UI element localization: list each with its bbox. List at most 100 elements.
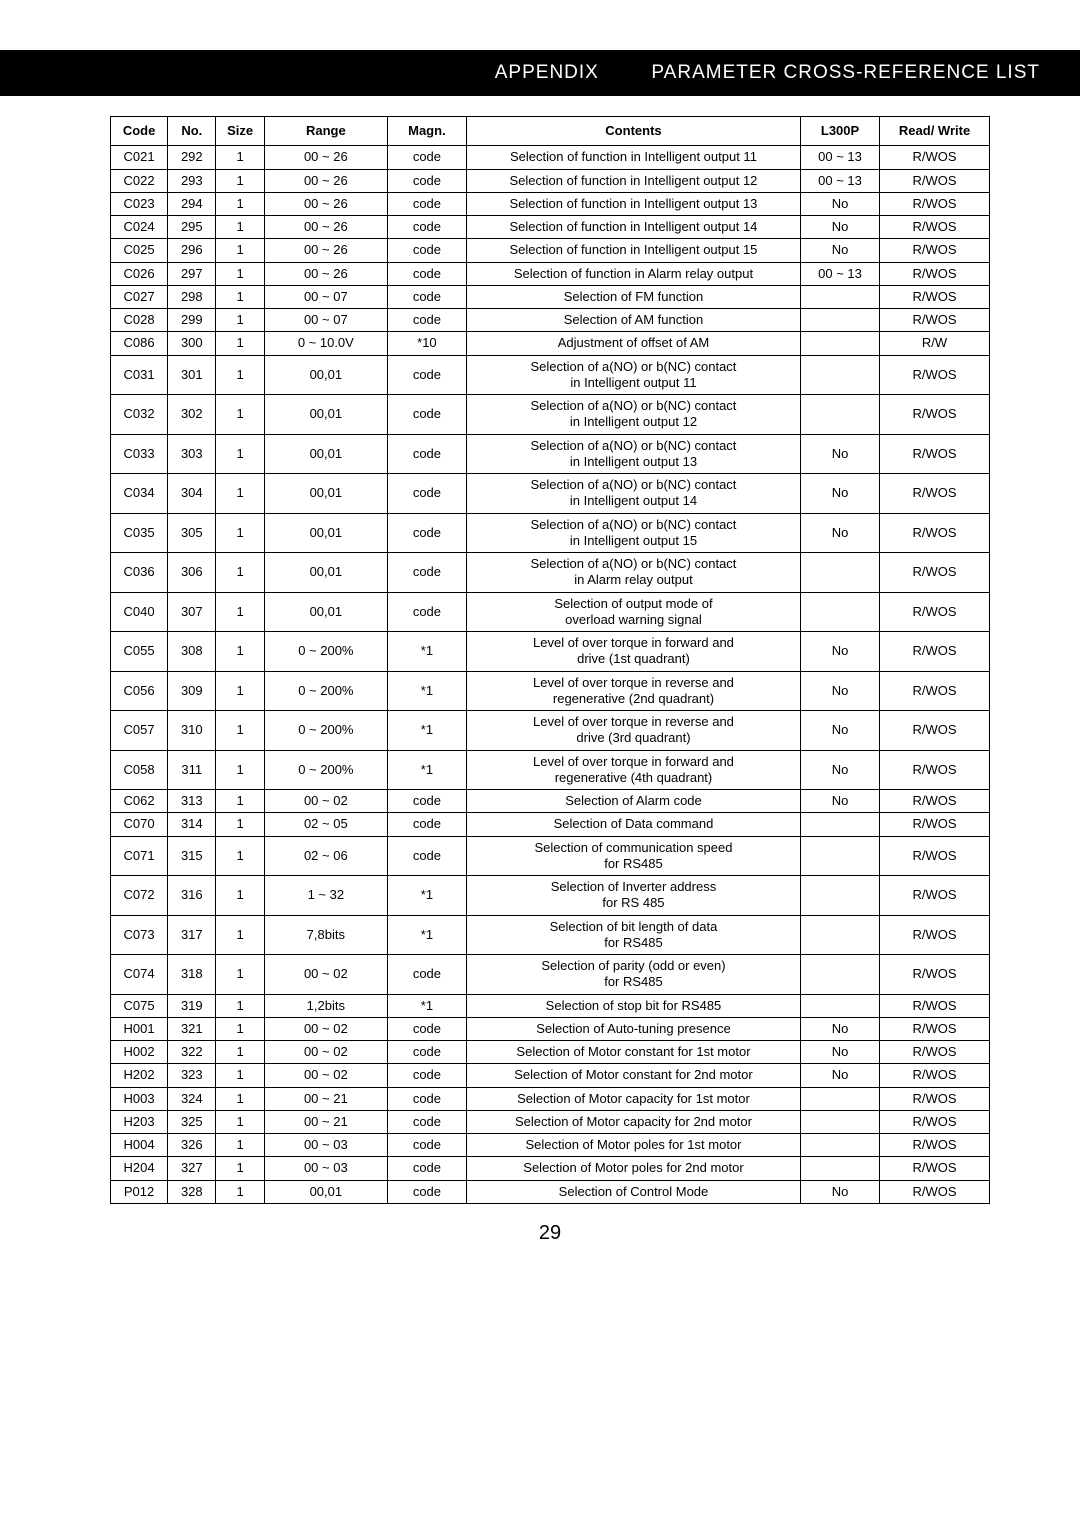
table-cell: No (800, 1064, 879, 1087)
table-cell: 300 (168, 332, 216, 355)
table-cell: 1 (216, 239, 264, 262)
col-code: Code (111, 117, 168, 146)
table-cell: No (800, 216, 879, 239)
table-cell: 295 (168, 216, 216, 239)
table-cell: 0 ~ 200% (264, 671, 387, 711)
table-cell: code (387, 1110, 466, 1133)
table-cell: 1 (216, 813, 264, 836)
table-cell: 324 (168, 1087, 216, 1110)
table-cell: R/WOS (880, 434, 990, 474)
table-cell: 0 ~ 10.0V (264, 332, 387, 355)
table-cell: Selection of Motor poles for 1st motor (466, 1134, 800, 1157)
table-cell: Selection of Motor poles for 2nd motor (466, 1157, 800, 1180)
table-row: C05731010 ~ 200%*1Level of over torque i… (111, 711, 990, 751)
table-cell (800, 553, 879, 593)
table-cell: 00 ~ 21 (264, 1087, 387, 1110)
table-row: C07331717,8bits*1Selection of bit length… (111, 915, 990, 955)
table-cell: R/WOS (880, 994, 990, 1017)
table-cell: No (800, 790, 879, 813)
table-cell: 00,01 (264, 434, 387, 474)
table-row: C071315102 ~ 06codeSelection of communic… (111, 836, 990, 876)
table-cell: R/WOS (880, 192, 990, 215)
table-cell: C023 (111, 192, 168, 215)
table-cell: R/WOS (880, 309, 990, 332)
table-cell: C035 (111, 513, 168, 553)
table-cell: 304 (168, 474, 216, 514)
table-cell: C027 (111, 285, 168, 308)
table-cell: 7,8bits (264, 915, 387, 955)
table-cell: C071 (111, 836, 168, 876)
table-cell: 318 (168, 955, 216, 995)
col-contents: Contents (466, 117, 800, 146)
table-cell: code (387, 262, 466, 285)
page-content: Code No. Size Range Magn. Contents L300P… (0, 96, 1080, 1265)
table-cell: C055 (111, 632, 168, 672)
table-cell: 1 (216, 592, 264, 632)
table-cell: 00 ~ 02 (264, 790, 387, 813)
table-cell: 1 (216, 671, 264, 711)
table-cell: 1 (216, 1041, 264, 1064)
table-cell: C032 (111, 395, 168, 435)
table-cell: 309 (168, 671, 216, 711)
table-cell: Level of over torque in forward anddrive… (466, 632, 800, 672)
table-cell: R/WOS (880, 169, 990, 192)
table-row: C08630010 ~ 10.0V*10Adjustment of offset… (111, 332, 990, 355)
table-cell: 00 ~ 07 (264, 285, 387, 308)
table-cell: *1 (387, 876, 466, 916)
table-cell: code (387, 1157, 466, 1180)
table-row: C062313100 ~ 02codeSelection of Alarm co… (111, 790, 990, 813)
table-row: C074318100 ~ 02codeSelection of parity (… (111, 955, 990, 995)
table-row: C025296100 ~ 26codeSelection of function… (111, 239, 990, 262)
table-cell: 1 (216, 216, 264, 239)
table-cell (800, 332, 879, 355)
table-cell: No (800, 711, 879, 751)
table-cell (800, 994, 879, 1017)
table-cell: code (387, 474, 466, 514)
table-cell: R/WOS (880, 1087, 990, 1110)
table-cell: R/WOS (880, 836, 990, 876)
table-cell: 00 ~ 21 (264, 1110, 387, 1133)
table-cell: code (387, 513, 466, 553)
table-cell: 1 (216, 285, 264, 308)
table-cell: 310 (168, 711, 216, 751)
table-cell: Selection of communication speedfor RS48… (466, 836, 800, 876)
table-cell: 1 (216, 1110, 264, 1133)
col-l300p: L300P (800, 117, 879, 146)
table-cell: *10 (387, 332, 466, 355)
table-cell (800, 876, 879, 916)
table-row: C026297100 ~ 26codeSelection of function… (111, 262, 990, 285)
table-cell (800, 915, 879, 955)
table-cell: No (800, 192, 879, 215)
table-cell: *1 (387, 711, 466, 751)
table-cell: C034 (111, 474, 168, 514)
table-cell: 328 (168, 1180, 216, 1203)
table-cell: 00 ~ 13 (800, 169, 879, 192)
table-cell: 00,01 (264, 1180, 387, 1203)
table-cell: 306 (168, 553, 216, 593)
table-cell (800, 1157, 879, 1180)
table-cell: Selection of function in Intelligent out… (466, 146, 800, 169)
table-row: C070314102 ~ 05codeSelection of Data com… (111, 813, 990, 836)
table-cell: 1 (216, 395, 264, 435)
table-cell: code (387, 239, 466, 262)
table-cell: No (800, 239, 879, 262)
table-cell: 319 (168, 994, 216, 1017)
table-cell: C058 (111, 750, 168, 790)
table-cell: Selection of Motor capacity for 2nd moto… (466, 1110, 800, 1133)
table-row: C035305100,01codeSelection of a(NO) or b… (111, 513, 990, 553)
table-cell: 1 (216, 309, 264, 332)
table-cell: 02 ~ 06 (264, 836, 387, 876)
table-cell: 316 (168, 876, 216, 916)
table-cell: C086 (111, 332, 168, 355)
table-cell: No (800, 1180, 879, 1203)
table-cell: R/WOS (880, 355, 990, 395)
table-cell: R/WOS (880, 262, 990, 285)
table-cell: C022 (111, 169, 168, 192)
table-cell: 322 (168, 1041, 216, 1064)
table-cell: H001 (111, 1017, 168, 1040)
table-cell: 1,2bits (264, 994, 387, 1017)
table-cell: 00,01 (264, 395, 387, 435)
table-cell: 00 ~ 13 (800, 262, 879, 285)
table-cell: Selection of function in Intelligent out… (466, 169, 800, 192)
table-cell: code (387, 216, 466, 239)
